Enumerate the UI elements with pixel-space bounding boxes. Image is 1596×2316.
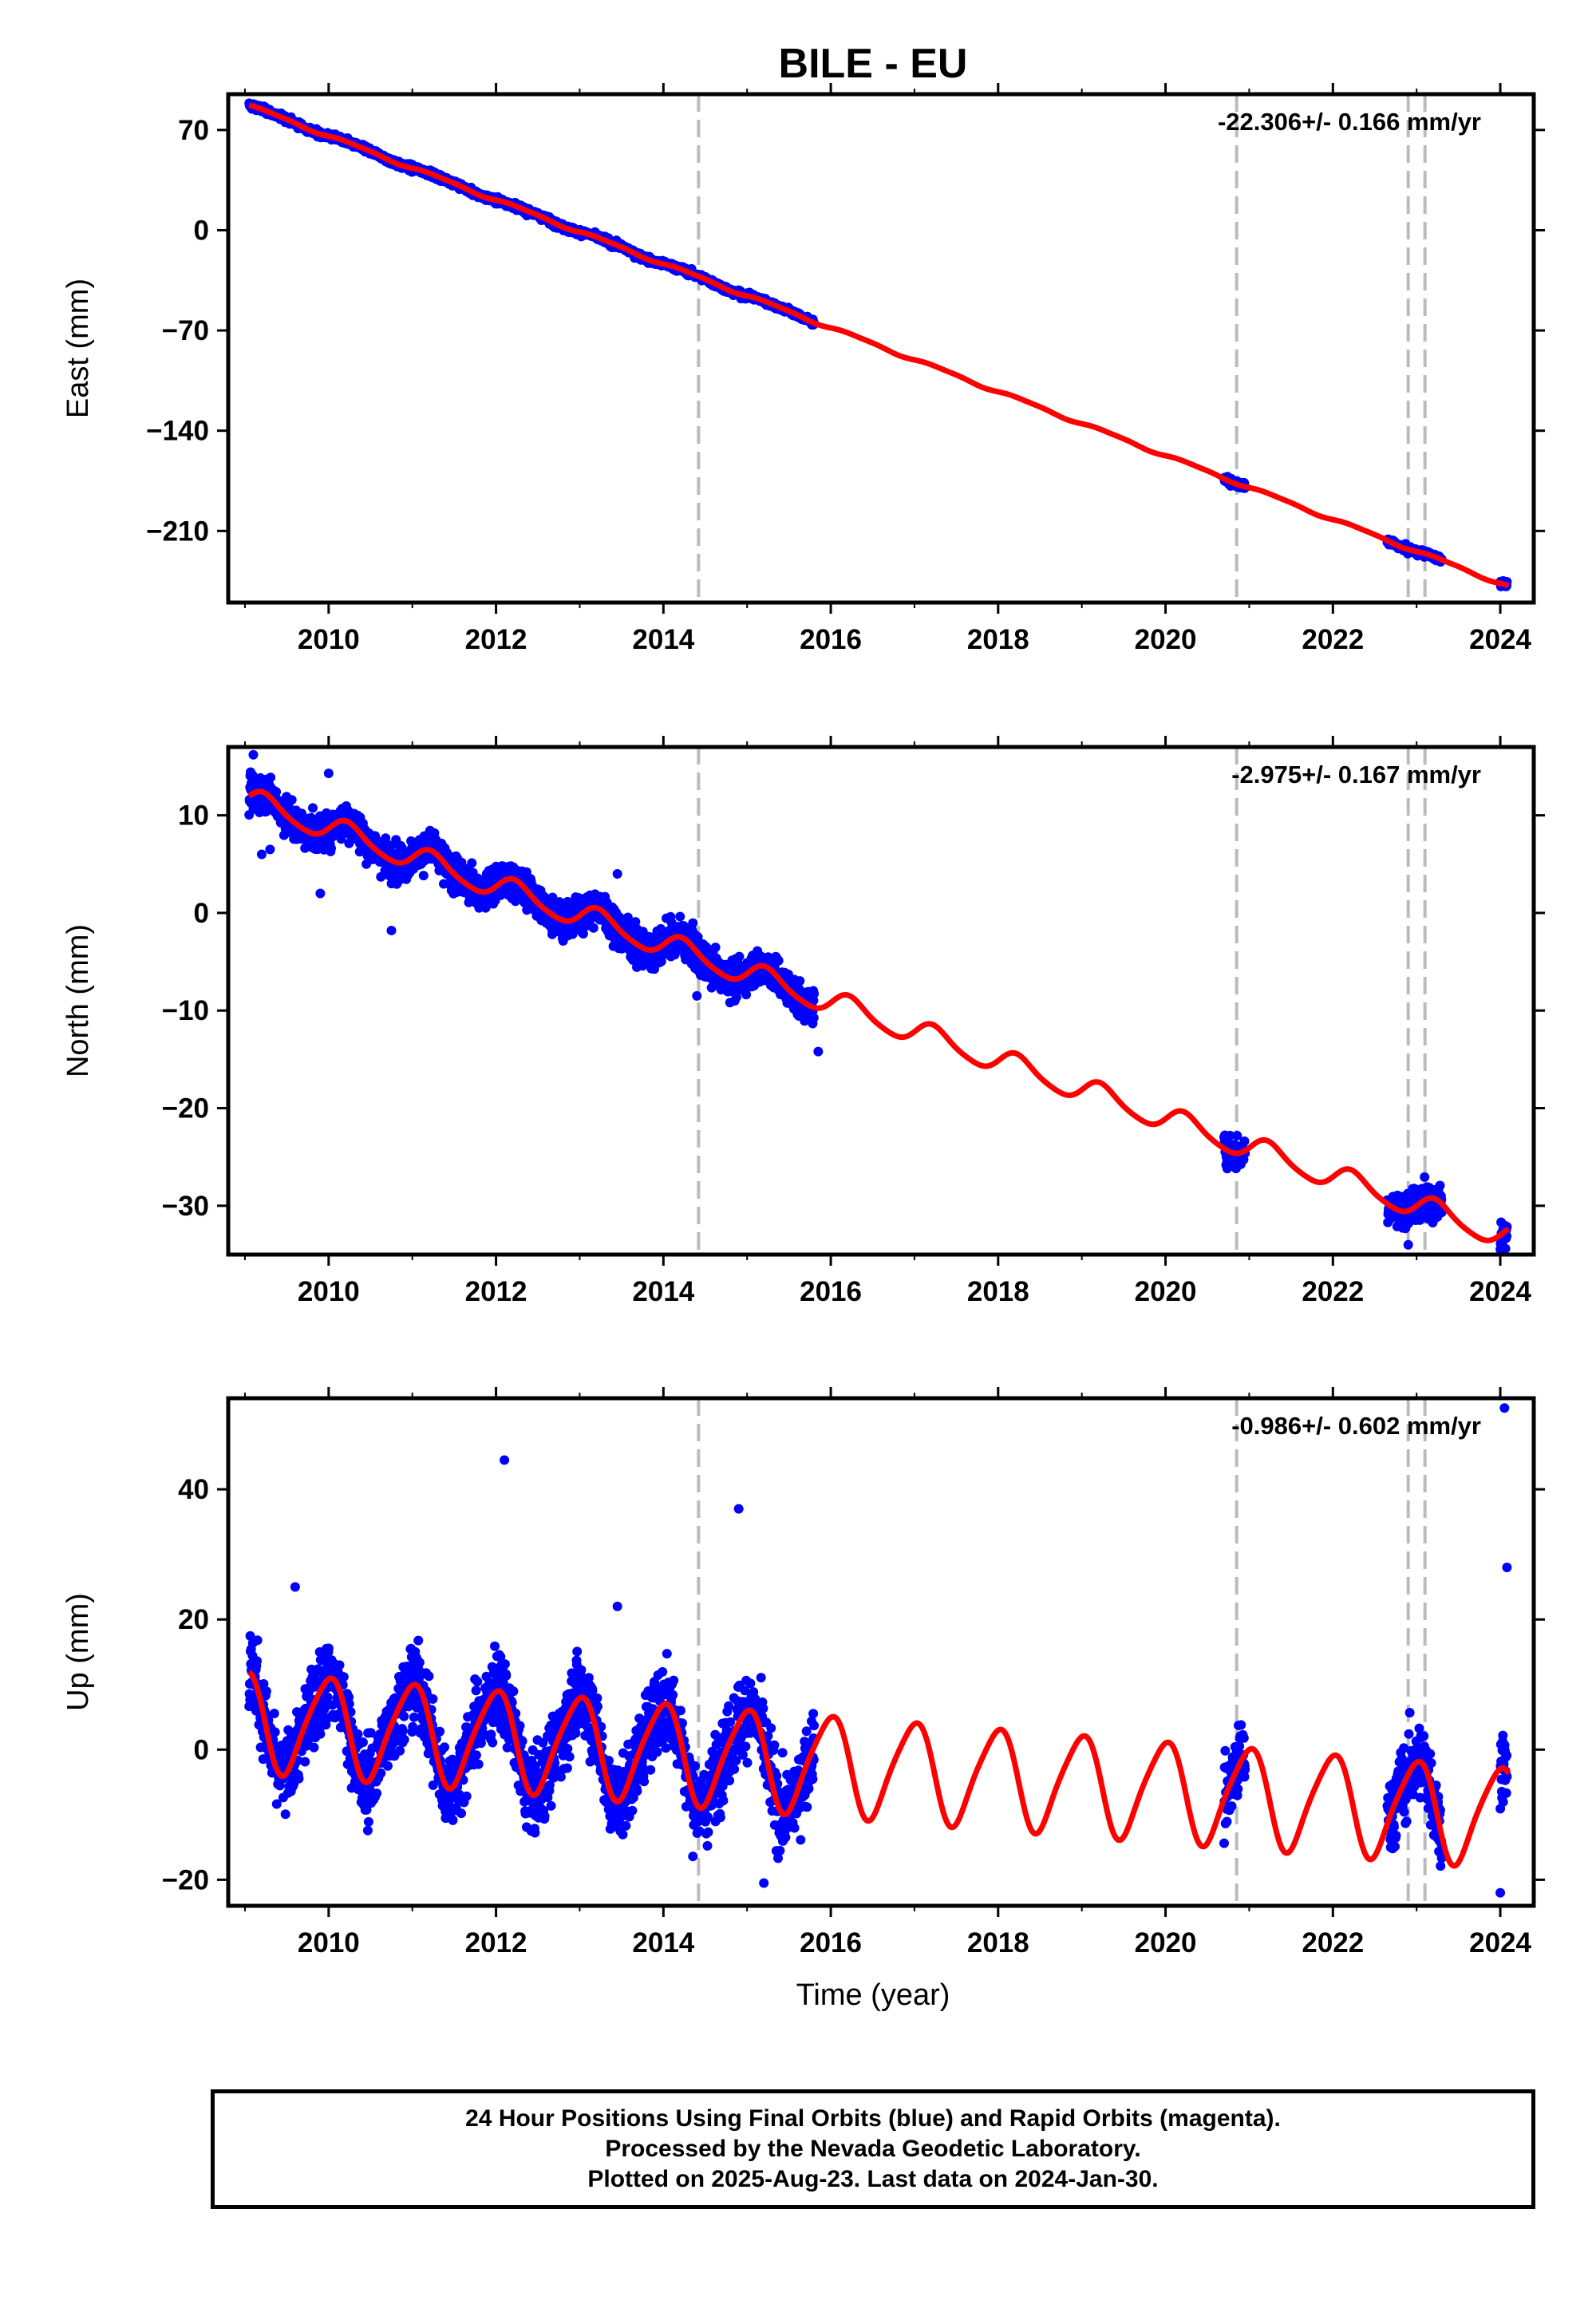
data-point xyxy=(252,1635,263,1646)
data-point-outlier xyxy=(612,869,622,879)
data-point xyxy=(252,1656,262,1666)
x-tick-label: 2010 xyxy=(298,1276,360,1307)
data-point xyxy=(269,1709,279,1718)
y-tick-label: 20 xyxy=(178,1604,209,1635)
x-tick-label: 2014 xyxy=(632,1927,694,1958)
x-tick-label: 2016 xyxy=(800,1276,862,1307)
y-tick-label: −10 xyxy=(162,995,209,1026)
data-point xyxy=(675,911,685,922)
data-point-outlier xyxy=(813,1046,824,1057)
data-point xyxy=(1500,1243,1511,1254)
y-tick-label: 0 xyxy=(194,1734,209,1765)
x-tick-label: 2020 xyxy=(1135,1276,1197,1307)
data-point xyxy=(1435,1180,1445,1191)
data-point xyxy=(656,956,666,966)
panel-north: 2010 2012 2014 2016 2018 2020 2022 2024 10 0 −10 −2… xyxy=(61,736,1545,1307)
x-tick-label: 2018 xyxy=(967,1927,1029,1958)
data-point xyxy=(261,1686,271,1697)
x-tick-label: 2020 xyxy=(1135,624,1197,655)
x-tick-label: 2018 xyxy=(967,1276,1029,1307)
x-tick-label: 2022 xyxy=(1302,624,1364,655)
data-point xyxy=(808,1013,819,1023)
data-point xyxy=(588,923,598,933)
y-tick-label: 70 xyxy=(178,115,209,146)
model-curve xyxy=(247,102,1511,589)
data-point xyxy=(308,803,318,813)
y-tick-label: −20 xyxy=(162,1864,209,1895)
panel-up: 2010 2012 2014 2016 2018 2020 2022 2024 40 20 0 −20… xyxy=(61,1387,1545,1958)
y-tick-label: 10 xyxy=(178,800,209,832)
data-point-outlier xyxy=(692,990,702,1001)
panel-east: 2010 2012 2014 2016 2018 2020 2022 2024 70 0 −70 −1… xyxy=(61,83,1545,655)
rate-label: -2.975+/- 0.167 mm/yr xyxy=(1231,761,1481,788)
y-tick-label: −70 xyxy=(162,315,209,346)
data-point xyxy=(266,773,276,783)
y-tick-label: 0 xyxy=(194,898,209,929)
x-tick-label: 2012 xyxy=(465,1927,527,1958)
data-point xyxy=(270,1727,280,1737)
data-point-outlier xyxy=(315,888,326,899)
data-point-outlier xyxy=(1403,1239,1413,1250)
data-point xyxy=(467,858,477,868)
y-axis-title: East (mm) xyxy=(61,279,95,418)
data-point-outlier xyxy=(248,749,259,760)
x-tick-label: 2022 xyxy=(1302,1927,1364,1958)
data-point xyxy=(773,955,784,966)
model-curve xyxy=(247,788,1511,1243)
x-tick-label: 2016 xyxy=(800,1927,862,1958)
y-tick-label: 40 xyxy=(178,1474,209,1505)
data-point xyxy=(1420,1172,1430,1182)
data-point xyxy=(795,976,805,986)
data-point-outlier xyxy=(323,769,334,779)
x-tick-label: 2024 xyxy=(1469,1927,1531,1958)
y-tick-label: −20 xyxy=(162,1093,209,1124)
x-tick-label: 2022 xyxy=(1302,1276,1364,1307)
y-tick-label: −140 xyxy=(146,416,209,447)
data-point xyxy=(688,918,698,928)
data-point-outlier xyxy=(256,849,267,860)
data-point xyxy=(326,844,336,853)
panels: 2010 2012 2014 2016 2018 2020 2022 2024700−70−1… xyxy=(61,83,1545,1958)
data-point xyxy=(418,871,429,881)
data-points xyxy=(244,749,1512,1255)
y-tick-label: −30 xyxy=(162,1191,209,1222)
data-points xyxy=(244,1403,1512,1898)
x-tick-label: 2020 xyxy=(1135,1927,1197,1958)
x-tick-label: 2024 xyxy=(1469,624,1531,655)
x-tick-label: 2012 xyxy=(465,624,527,655)
data-point xyxy=(734,951,745,962)
x-tick-label: 2014 xyxy=(632,624,694,655)
data-point xyxy=(809,989,820,999)
x-tick-label: 2010 xyxy=(298,1927,360,1958)
y-axis-title: Up (mm) xyxy=(61,1593,95,1711)
data-point-outlier xyxy=(386,925,397,935)
data-point-outlier xyxy=(265,844,275,855)
x-tick-label: 2014 xyxy=(632,1276,694,1307)
rate-label: -22.306+/- 0.166 mm/yr xyxy=(1218,108,1481,136)
x-tick-label: 2016 xyxy=(800,624,862,655)
y-tick-label: −210 xyxy=(146,516,209,547)
data-point xyxy=(1239,1136,1250,1146)
x-tick-label: 2018 xyxy=(967,624,1029,655)
data-point xyxy=(286,795,297,805)
plot-frame xyxy=(226,92,1536,605)
figure-title: BILE - EU xyxy=(779,41,968,87)
x-tick-label: 2024 xyxy=(1469,1276,1531,1307)
data-point xyxy=(710,943,721,953)
x-tick-label: 2012 xyxy=(465,1276,527,1307)
plot-frame xyxy=(226,745,1536,1257)
data-point xyxy=(271,787,282,797)
x-tick-label: 2010 xyxy=(298,624,360,655)
y-axis-title: North (mm) xyxy=(61,924,95,1077)
y-tick-label: 0 xyxy=(194,215,209,246)
data-point xyxy=(578,929,588,939)
